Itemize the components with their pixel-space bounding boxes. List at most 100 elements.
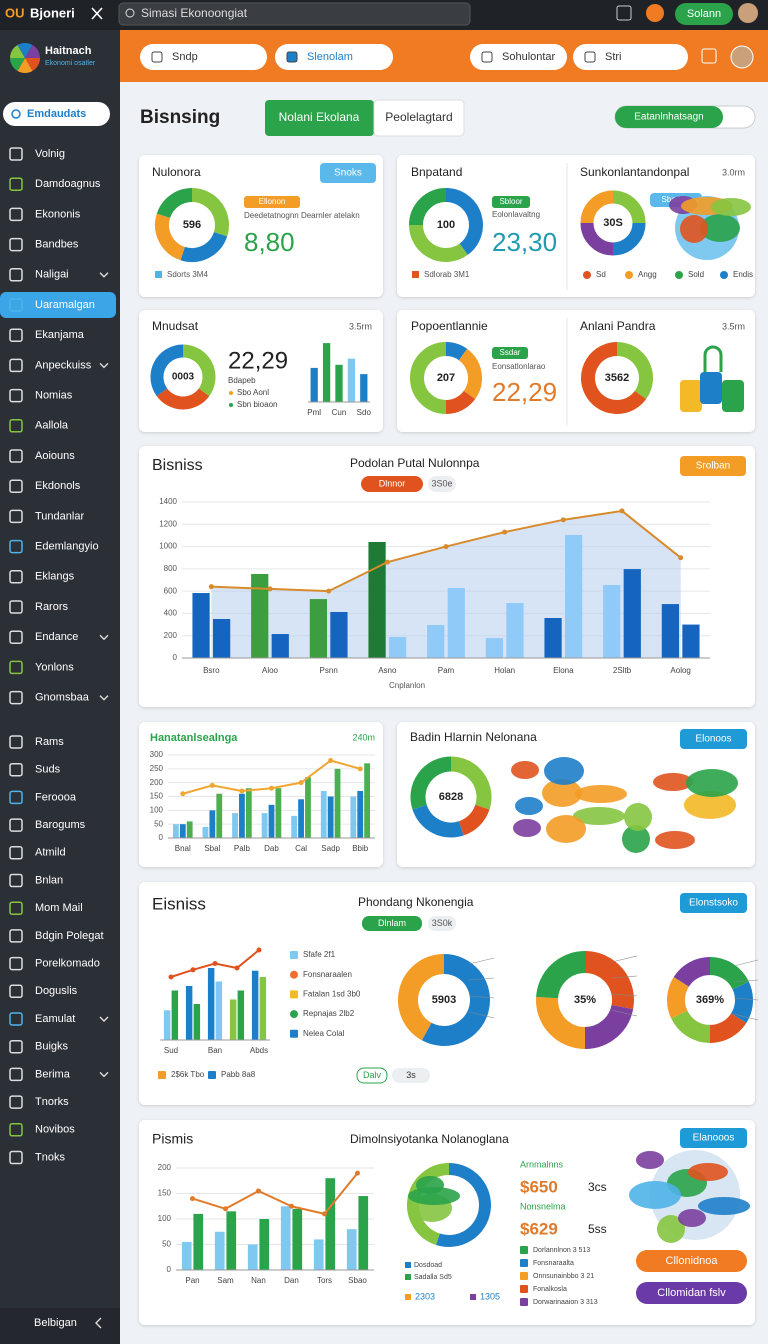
button-label[interactable]: Snoks xyxy=(334,168,362,179)
chip[interactable] xyxy=(492,196,530,208)
logo-segment xyxy=(17,43,33,58)
pill-label[interactable]: Dlnnor xyxy=(379,478,406,488)
nav-item[interactable]: Mom Mail xyxy=(35,902,83,914)
button-label[interactable]: Elonoos xyxy=(695,734,731,745)
nav-item[interactable]: Barogums xyxy=(35,819,86,831)
filter-chip[interactable] xyxy=(573,44,688,70)
search-text[interactable]: Simasi Ekonoongiat xyxy=(141,6,248,20)
button[interactable] xyxy=(680,1128,747,1148)
pill-label[interactable]: Dalv xyxy=(363,1070,382,1080)
nav-item[interactable]: Ekanjama xyxy=(35,329,85,341)
nav-item[interactable]: Edemlangyio xyxy=(35,541,99,553)
nav-item[interactable]: Berima xyxy=(35,1068,71,1080)
nav-item[interactable]: Yonlons xyxy=(35,661,74,673)
tab-label[interactable]: Nolani Ekolana xyxy=(279,110,360,124)
toggle-on-label[interactable]: Eatanlnhatsagn xyxy=(634,112,704,123)
chip-label[interactable]: Ellonon xyxy=(259,197,286,206)
tab[interactable] xyxy=(373,99,465,137)
filter-chip[interactable] xyxy=(140,44,267,70)
filter-chip[interactable] xyxy=(470,44,567,70)
button-label[interactable]: Elanooos xyxy=(693,1133,735,1144)
filter-chip-label[interactable]: Sohulontar xyxy=(502,51,556,63)
button[interactable] xyxy=(636,1250,747,1272)
button-label[interactable]: Cllonidnoa xyxy=(666,1255,719,1267)
button-label[interactable]: Solann xyxy=(687,8,721,20)
tab-label[interactable]: Peolelagtard xyxy=(385,110,452,124)
sidebar-button-label[interactable]: Emdaudats xyxy=(27,108,86,120)
filter-chip[interactable] xyxy=(275,44,393,70)
filter-chip-label[interactable]: Slenolam xyxy=(307,51,353,63)
nav-item[interactable]: Eamulat xyxy=(35,1013,75,1025)
button[interactable] xyxy=(680,729,747,749)
button-label[interactable]: Srolban xyxy=(696,461,730,472)
nav-item[interactable]: Aoiouns xyxy=(35,450,75,462)
nav-item[interactable]: Atmild xyxy=(35,847,66,859)
button[interactable] xyxy=(675,3,733,25)
tab-active[interactable] xyxy=(265,100,374,136)
illustration xyxy=(680,380,702,412)
pill[interactable] xyxy=(362,916,422,931)
nav-item[interactable]: Tnorks xyxy=(35,1096,69,1108)
nav-item[interactable]: Rarors xyxy=(35,601,69,613)
nav-item[interactable]: Volnig xyxy=(35,148,65,160)
nav-item[interactable]: Aallola xyxy=(35,420,69,432)
nav-item[interactable]: Porelkomado xyxy=(35,958,100,970)
icon[interactable] xyxy=(701,48,717,64)
nav-item[interactable]: Bnlan xyxy=(35,874,63,886)
nav-item[interactable]: Anpeckuiss xyxy=(35,359,92,371)
nav-item[interactable]: Rams xyxy=(35,736,64,748)
button[interactable] xyxy=(680,456,746,476)
button-label[interactable]: Elonstsoko xyxy=(689,898,738,909)
nav-item[interactable]: Gnomsbaa xyxy=(35,692,90,704)
nav-item[interactable]: Ekononis xyxy=(35,208,81,220)
pill-label[interactable]: 3s xyxy=(406,1070,416,1080)
toggle-on[interactable] xyxy=(615,106,723,128)
donut-segment xyxy=(156,188,193,219)
filter-chip-label[interactable]: Stri xyxy=(605,51,622,63)
nav-item[interactable]: Doguslis xyxy=(35,985,78,997)
x-tick-label: Bnal xyxy=(175,844,191,853)
pill-label[interactable]: 3S0e xyxy=(431,478,452,488)
map-region xyxy=(636,1151,664,1169)
chip[interactable] xyxy=(244,196,300,208)
nav-item[interactable]: Eklangs xyxy=(35,571,75,583)
nav-item[interactable]: Ekdonols xyxy=(35,480,81,492)
nav-item[interactable]: Damdoagnus xyxy=(35,178,101,190)
search-box[interactable] xyxy=(118,2,471,26)
button-label[interactable]: Cllomidan fslv xyxy=(657,1287,726,1299)
line-point xyxy=(289,1203,294,1209)
nav-item[interactable]: Uaramalgan xyxy=(35,299,95,311)
legend-label: Sd xyxy=(596,270,606,279)
nav-item[interactable]: Tnoks xyxy=(35,1151,65,1163)
nav-item[interactable]: Endance xyxy=(35,631,78,643)
nav-item[interactable]: Tundanlar xyxy=(35,510,84,522)
nav-item[interactable]: Naligai xyxy=(35,269,69,281)
nav-item[interactable]: Bdgin Polegat xyxy=(35,930,104,942)
chip-label[interactable]: Ssdar xyxy=(500,348,521,357)
nav-item[interactable]: Buigks xyxy=(35,1041,69,1053)
nav-item[interactable]: Nomias xyxy=(35,390,73,402)
nav-item[interactable]: Bandbes xyxy=(35,239,79,251)
nav-item[interactable]: Feroooa xyxy=(35,791,77,803)
pill[interactable] xyxy=(392,1068,430,1083)
sidebar-footer-label[interactable]: Belbigan xyxy=(34,1317,77,1329)
button[interactable] xyxy=(320,163,376,183)
pill-label[interactable]: 3S0k xyxy=(432,918,453,928)
nav-item[interactable]: Novibos xyxy=(35,1124,75,1136)
icon[interactable] xyxy=(646,4,664,22)
nav-item[interactable]: Suds xyxy=(35,764,61,776)
sidebar-button[interactable] xyxy=(3,102,110,126)
chip[interactable] xyxy=(492,347,528,359)
icon[interactable] xyxy=(616,5,632,21)
pill[interactable] xyxy=(356,1067,388,1084)
close-icon[interactable] xyxy=(91,7,103,20)
pill-label[interactable]: Dlnlam xyxy=(378,918,406,928)
button[interactable] xyxy=(680,893,747,913)
filter-chip-label[interactable]: Sndp xyxy=(172,51,198,63)
pill[interactable] xyxy=(428,916,456,931)
button[interactable] xyxy=(636,1282,747,1304)
chip-label[interactable]: Sbloor xyxy=(499,197,522,206)
pill[interactable] xyxy=(428,476,456,492)
legend-swatch xyxy=(290,990,298,999)
pill[interactable] xyxy=(361,476,423,492)
